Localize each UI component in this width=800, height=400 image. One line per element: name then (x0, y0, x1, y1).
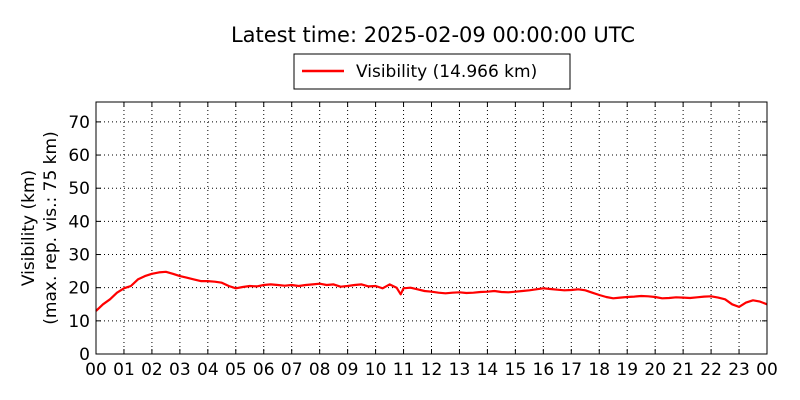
x-tick-label: 04 (197, 360, 219, 380)
x-tick-label: 02 (141, 360, 163, 380)
x-tick-label: 00 (85, 360, 107, 380)
x-tick-label: 19 (616, 360, 638, 380)
x-tick-labels: 00 01 02 03 04 05 06 07 08 09 10 11 12 13 14 15 16 17 18 19… (85, 360, 778, 380)
x-tick-label: 12 (421, 360, 443, 380)
y-axis-label-line2: (max. rep. vis.: 75 km) (41, 131, 61, 324)
y-tick-label: 0 (79, 345, 90, 365)
y-tick-label: 30 (68, 246, 90, 266)
x-tick-label: 16 (533, 360, 555, 380)
x-tick-label: 13 (449, 360, 471, 380)
visibility-series-line (95, 270, 768, 312)
y-tick-label: 40 (68, 212, 90, 232)
legend: Visibility (14.966 km) (293, 53, 571, 90)
x-tick-label: 17 (560, 360, 582, 380)
y-tick-label: 60 (68, 146, 90, 166)
x-tick-label: 08 (309, 360, 331, 380)
y-axis-label-line1: Visibility (km) (19, 170, 39, 286)
x-tick-label: 14 (477, 360, 499, 380)
x-tick-label: 09 (337, 360, 359, 380)
y-tick-label: 20 (68, 279, 90, 299)
x-tick-label: 21 (672, 360, 694, 380)
x-tick-label: 15 (505, 360, 527, 380)
x-tick-label: 10 (365, 360, 387, 380)
x-tick-label: 03 (169, 360, 191, 380)
x-tick-label: 11 (393, 360, 415, 380)
y-tick-label: 10 (68, 312, 90, 332)
x-tick-label: 22 (700, 360, 722, 380)
x-tick-label: 20 (644, 360, 666, 380)
x-tick-label: 00 (756, 360, 778, 380)
plot-frame (95, 101, 768, 355)
legend-label: Visibility (14.966 km) (356, 62, 537, 82)
y-tick-labels: 0 10 20 30 40 50 60 70 (68, 113, 90, 365)
grid-lines (96, 102, 767, 354)
y-tick-label: 70 (68, 113, 90, 133)
x-tick-label: 05 (225, 360, 247, 380)
x-tick-label: 07 (281, 360, 303, 380)
axis-ticks (95, 102, 768, 355)
x-tick-label: 23 (728, 360, 750, 380)
x-tick-label: 06 (253, 360, 275, 380)
x-tick-label: 18 (588, 360, 610, 380)
chart-title: Latest time: 2025-02-09 00:00:00 UTC (231, 23, 635, 47)
x-tick-label: 01 (113, 360, 135, 380)
y-tick-label: 50 (68, 179, 90, 199)
